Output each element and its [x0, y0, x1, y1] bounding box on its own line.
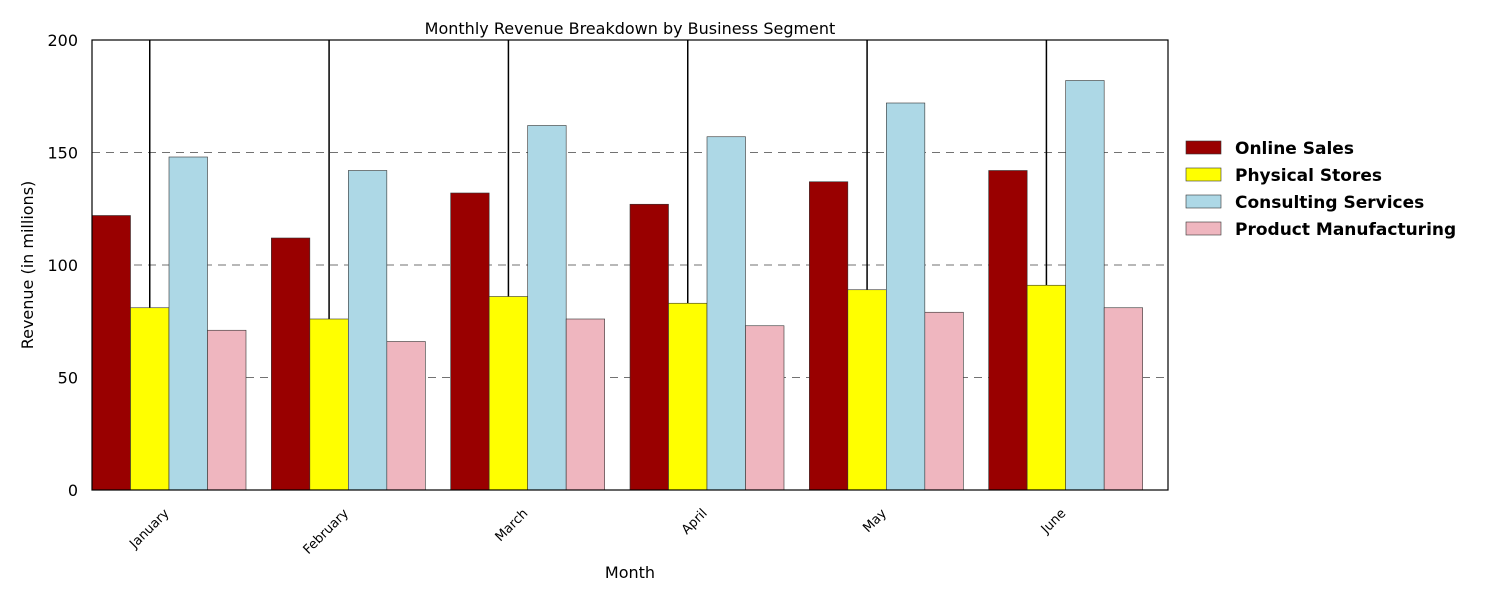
legend-label: Online Sales	[1235, 139, 1354, 159]
bar	[168, 156, 208, 491]
x-tick-label: February	[301, 506, 353, 558]
bar	[271, 237, 311, 491]
bar	[924, 311, 964, 491]
bar	[668, 302, 708, 491]
legend: Online Sales Physical Stores Consulting Se…	[1185, 139, 1456, 240]
legend-swatch	[1185, 194, 1222, 209]
y-tick-label: 50	[58, 369, 78, 388]
bar	[706, 136, 746, 491]
legend-label: Physical Stores	[1235, 166, 1382, 186]
legend-label: Product Manufacturing	[1235, 220, 1456, 240]
legend-label: Consulting Services	[1235, 193, 1424, 213]
bar	[207, 329, 247, 491]
bar	[745, 325, 785, 491]
bar	[1026, 284, 1066, 491]
bar	[130, 307, 170, 491]
x-tick-label: January	[126, 506, 172, 552]
x-tick-label: June	[1038, 506, 1069, 537]
x-tick-label: April	[679, 506, 711, 538]
bar	[1103, 307, 1143, 491]
legend-swatch	[1185, 221, 1222, 236]
bar	[450, 192, 490, 491]
y-tick-label: 200	[47, 31, 78, 50]
bar	[91, 215, 131, 491]
plot-area	[91, 39, 1169, 491]
bar	[1065, 80, 1105, 491]
legend-swatch	[1185, 140, 1222, 155]
bar	[847, 289, 887, 491]
bar	[886, 102, 926, 491]
y-tick-label: 150	[47, 144, 78, 163]
legend-swatch	[1185, 167, 1222, 182]
bars	[91, 80, 1143, 491]
bar	[386, 341, 426, 491]
bar	[488, 296, 528, 491]
x-axis-label: Month	[605, 563, 655, 582]
x-tick-label: May	[860, 506, 890, 536]
y-tick-label: 100	[47, 256, 78, 275]
bar	[565, 318, 605, 491]
y-tick-label: 0	[68, 481, 78, 500]
bar	[809, 181, 849, 491]
bar	[527, 125, 567, 491]
bar	[309, 318, 349, 491]
bar	[988, 170, 1028, 491]
y-axis-label: Revenue (in millions)	[18, 181, 37, 350]
x-tick-label: March	[493, 506, 532, 545]
bar	[629, 203, 669, 491]
chart-title: Monthly Revenue Breakdown by Business Se…	[425, 19, 836, 38]
bar	[348, 170, 388, 491]
